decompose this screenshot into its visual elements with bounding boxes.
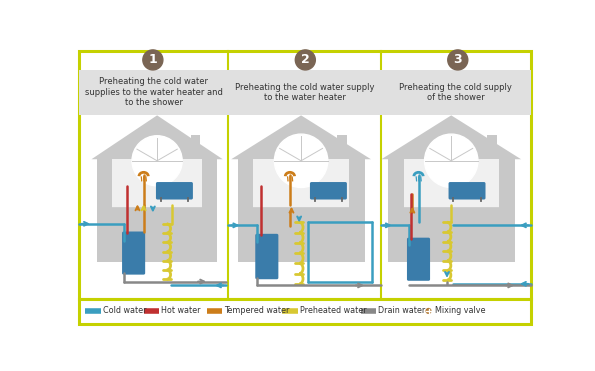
Bar xyxy=(79,299,531,324)
Bar xyxy=(337,135,347,163)
Text: Drain water: Drain water xyxy=(378,306,426,315)
Text: Cold water: Cold water xyxy=(103,306,146,315)
Text: 1: 1 xyxy=(149,53,157,66)
Polygon shape xyxy=(231,115,371,159)
Text: Preheating the cold water supply
to the water heater: Preheating the cold water supply to the … xyxy=(235,83,374,102)
Bar xyxy=(190,135,200,163)
Bar xyxy=(112,159,202,209)
Text: Preheating the cold water
supplies to the water heater and
to the shower: Preheating the cold water supplies to th… xyxy=(84,78,223,107)
Circle shape xyxy=(143,50,163,70)
Polygon shape xyxy=(92,115,223,159)
Text: Mixing valve: Mixing valve xyxy=(435,306,485,315)
FancyBboxPatch shape xyxy=(407,238,430,281)
FancyBboxPatch shape xyxy=(255,234,278,279)
Bar xyxy=(79,70,228,115)
Text: Tempered water: Tempered water xyxy=(224,306,290,315)
Text: 3: 3 xyxy=(453,53,462,66)
Bar xyxy=(388,159,515,262)
Bar xyxy=(237,159,365,262)
Circle shape xyxy=(132,136,182,186)
FancyBboxPatch shape xyxy=(156,182,193,200)
Polygon shape xyxy=(381,115,521,159)
Bar xyxy=(487,135,497,163)
Bar xyxy=(381,70,531,115)
Circle shape xyxy=(295,50,315,70)
FancyBboxPatch shape xyxy=(449,182,486,200)
FancyBboxPatch shape xyxy=(122,232,145,275)
Text: 2: 2 xyxy=(301,53,309,66)
Circle shape xyxy=(425,308,431,314)
Bar xyxy=(79,51,531,299)
Bar xyxy=(228,70,381,115)
FancyBboxPatch shape xyxy=(310,182,347,200)
Text: Preheating the cold supply
of the shower: Preheating the cold supply of the shower xyxy=(399,83,512,102)
Circle shape xyxy=(274,134,328,187)
Text: Preheated water: Preheated water xyxy=(300,306,367,315)
Bar xyxy=(403,159,499,209)
Text: Hot water: Hot water xyxy=(161,306,201,315)
Bar xyxy=(98,159,217,262)
Circle shape xyxy=(425,134,478,187)
Bar xyxy=(253,159,349,209)
Circle shape xyxy=(448,50,468,70)
